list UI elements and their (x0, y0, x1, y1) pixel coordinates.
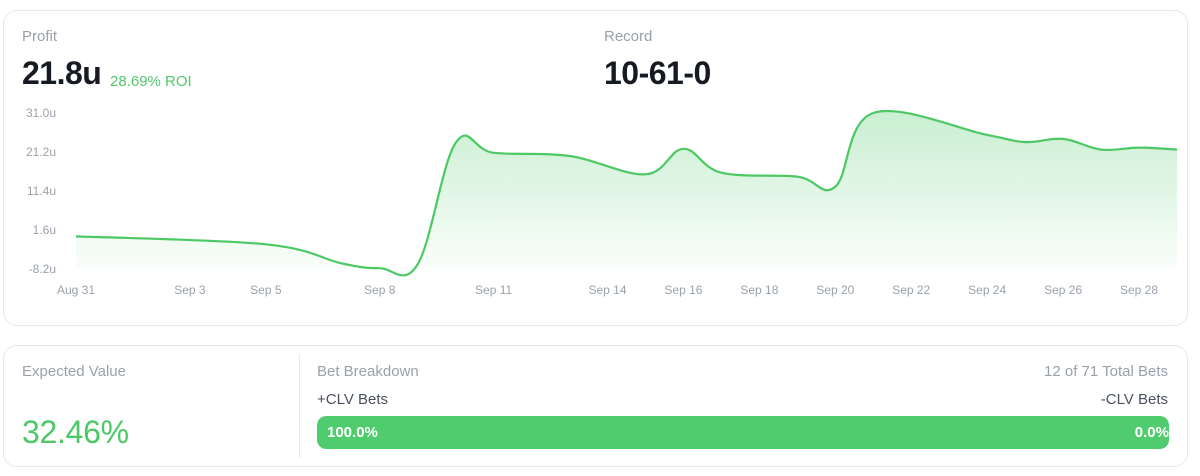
x-tick-label: Sep 5 (250, 283, 282, 297)
profit-chart: 31.0u 21.2u 11.4u 1.6u -8.2u Aug 31 Sep 3 Sep … (26, 106, 1178, 297)
x-tick-label: Sep 8 (364, 283, 396, 297)
x-tick-label: Sep 24 (968, 283, 1006, 297)
expected-value-label: Expected Value (22, 363, 126, 380)
profit-value: 21.8u (22, 55, 102, 91)
expected-value: 32.46% (22, 414, 129, 450)
roi-value: 28.69% ROI (110, 73, 192, 90)
profit-chart-card: 31.0u 21.2u 11.4u 1.6u -8.2u Aug 31 Sep 3 Sep … (3, 10, 1188, 326)
y-tick-label: -8.2u (29, 262, 56, 276)
x-tick-label: Sep 14 (588, 283, 626, 297)
y-tick-label: 11.4u (27, 184, 56, 198)
y-axis: 31.0u 21.2u 11.4u 1.6u -8.2u (26, 106, 56, 276)
profit-line (75, 109, 1178, 277)
x-tick-label: Sep 22 (892, 283, 930, 297)
divider (299, 354, 300, 458)
y-tick-label: 1.6u (33, 223, 56, 237)
plus-clv-percent: 100.0% (327, 424, 378, 441)
x-tick-label: Sep 28 (1120, 283, 1158, 297)
minus-clv-percent: 0.0% (1134, 424, 1169, 441)
plus-clv-label: +CLV Bets (317, 391, 389, 408)
x-tick-label: Sep 16 (664, 283, 702, 297)
plus-clv-fill (317, 416, 1169, 449)
stats-card: Expected Value 32.46% Bet Breakdown 12 o… (3, 345, 1188, 467)
x-axis: Aug 31 Sep 3 Sep 5 Sep 8 Sep 11 Sep 14 Sep 16 S… (57, 283, 1158, 297)
clv-breakdown-bar: 100.0% 0.0% (317, 416, 1169, 449)
bet-breakdown-label: Bet Breakdown (317, 363, 419, 380)
record-label: Record (604, 28, 653, 45)
y-tick-label: 21.2u (26, 145, 56, 159)
record-value: 10-61-0 (604, 55, 711, 91)
x-tick-label: Sep 18 (740, 283, 778, 297)
x-tick-label: Sep 20 (816, 283, 854, 297)
profit-label: Profit (22, 28, 58, 45)
total-bets-count: 12 of 71 Total Bets (1044, 363, 1168, 380)
x-tick-label: Sep 3 (174, 283, 206, 297)
profit-area (76, 111, 1177, 276)
x-tick-label: Sep 26 (1044, 283, 1082, 297)
x-tick-label: Aug 31 (57, 283, 95, 297)
x-tick-label: Sep 11 (475, 283, 512, 297)
y-tick-label: 31.0u (26, 106, 56, 120)
minus-clv-label: -CLV Bets (1100, 391, 1168, 408)
